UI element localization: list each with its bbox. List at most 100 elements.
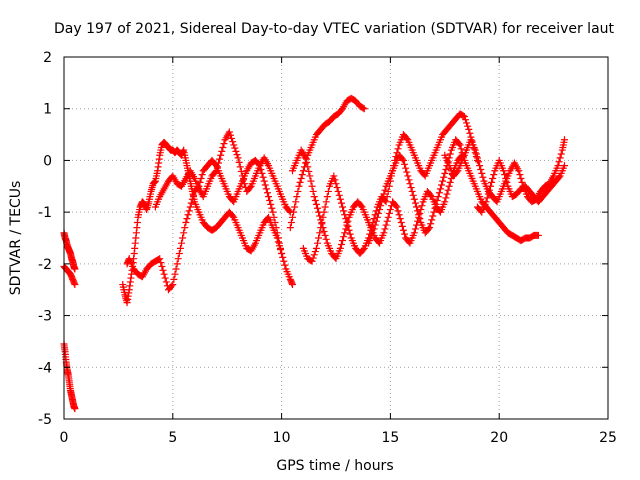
data-point xyxy=(175,250,183,258)
data-point xyxy=(236,163,244,171)
data-point xyxy=(440,173,448,181)
data-point xyxy=(296,178,304,186)
data-point xyxy=(188,195,196,203)
data-point xyxy=(371,221,379,229)
data-point xyxy=(555,158,563,166)
data-point xyxy=(262,185,270,193)
y-tick-label: 2 xyxy=(43,50,52,66)
data-point xyxy=(413,203,421,211)
series-track-b xyxy=(60,229,79,273)
data-point xyxy=(279,253,287,261)
data-point xyxy=(232,147,240,155)
data-point xyxy=(483,194,491,202)
data-point xyxy=(320,208,328,216)
data-point xyxy=(473,154,481,162)
data-point xyxy=(237,167,245,175)
data-point xyxy=(269,208,277,216)
data-point xyxy=(184,211,192,219)
data-point xyxy=(344,222,352,230)
data-point xyxy=(170,275,178,283)
data-point xyxy=(311,248,319,256)
data-point xyxy=(405,176,413,184)
data-point xyxy=(402,164,410,172)
data-point xyxy=(198,171,206,179)
data-point xyxy=(292,198,300,206)
data-point xyxy=(411,199,419,207)
data-point xyxy=(316,229,324,237)
data-point xyxy=(460,112,468,120)
data-point xyxy=(310,251,318,259)
data-point xyxy=(394,207,402,215)
data-point xyxy=(359,104,367,112)
data-point xyxy=(183,215,191,223)
data-point xyxy=(478,169,486,177)
data-point xyxy=(418,202,426,210)
data-point xyxy=(302,154,310,162)
data-point xyxy=(411,225,419,233)
data-point xyxy=(426,224,434,232)
data-point xyxy=(321,231,329,239)
data-point xyxy=(434,193,442,201)
data-point xyxy=(392,202,400,210)
data-point xyxy=(176,244,184,252)
data-point xyxy=(317,224,325,232)
data-point xyxy=(424,225,432,233)
data-point xyxy=(370,225,378,233)
data-point xyxy=(310,193,318,201)
data-point xyxy=(438,181,446,189)
data-point xyxy=(218,147,226,155)
series-track-e xyxy=(123,156,286,294)
data-point xyxy=(453,168,461,176)
data-point xyxy=(456,141,464,149)
data-point xyxy=(230,141,238,149)
data-point xyxy=(341,211,349,219)
data-point xyxy=(71,281,79,289)
data-point xyxy=(381,225,389,233)
data-point xyxy=(308,182,316,190)
data-point xyxy=(378,198,386,206)
data-point xyxy=(401,230,409,238)
data-point xyxy=(430,208,438,216)
series-track-a xyxy=(60,340,79,413)
data-point xyxy=(339,203,347,211)
data-point xyxy=(290,208,298,216)
data-point xyxy=(357,202,365,210)
data-point xyxy=(196,178,204,186)
data-point xyxy=(490,171,498,179)
data-point xyxy=(445,182,453,190)
data-point xyxy=(403,168,411,176)
data-point xyxy=(446,150,454,158)
data-point xyxy=(226,131,234,139)
data-point xyxy=(71,265,79,273)
data-point xyxy=(297,175,305,183)
data-point xyxy=(270,213,278,221)
data-point xyxy=(315,234,323,242)
data-point xyxy=(288,281,296,289)
data-point xyxy=(485,186,493,194)
data-point xyxy=(382,221,390,229)
data-point xyxy=(322,198,330,206)
data-point xyxy=(398,222,406,230)
data-point xyxy=(369,229,377,237)
data-point xyxy=(340,233,348,241)
data-point xyxy=(501,171,509,179)
data-point xyxy=(331,176,339,184)
y-tick-label: 1 xyxy=(43,102,52,118)
data-point xyxy=(459,112,467,120)
data-point xyxy=(181,224,189,232)
data-point xyxy=(286,224,294,232)
data-point xyxy=(291,203,299,211)
data-point xyxy=(457,145,465,153)
data-point xyxy=(312,200,320,208)
data-point xyxy=(360,105,368,113)
data-point xyxy=(337,240,345,248)
data-point xyxy=(211,168,219,176)
data-point xyxy=(171,270,179,278)
data-point xyxy=(319,213,327,221)
data-point xyxy=(260,177,268,185)
data-point xyxy=(229,212,237,220)
data-point xyxy=(273,229,281,237)
data-point xyxy=(343,218,351,226)
data-point xyxy=(534,231,542,239)
y-tick-label: 0 xyxy=(43,153,52,169)
